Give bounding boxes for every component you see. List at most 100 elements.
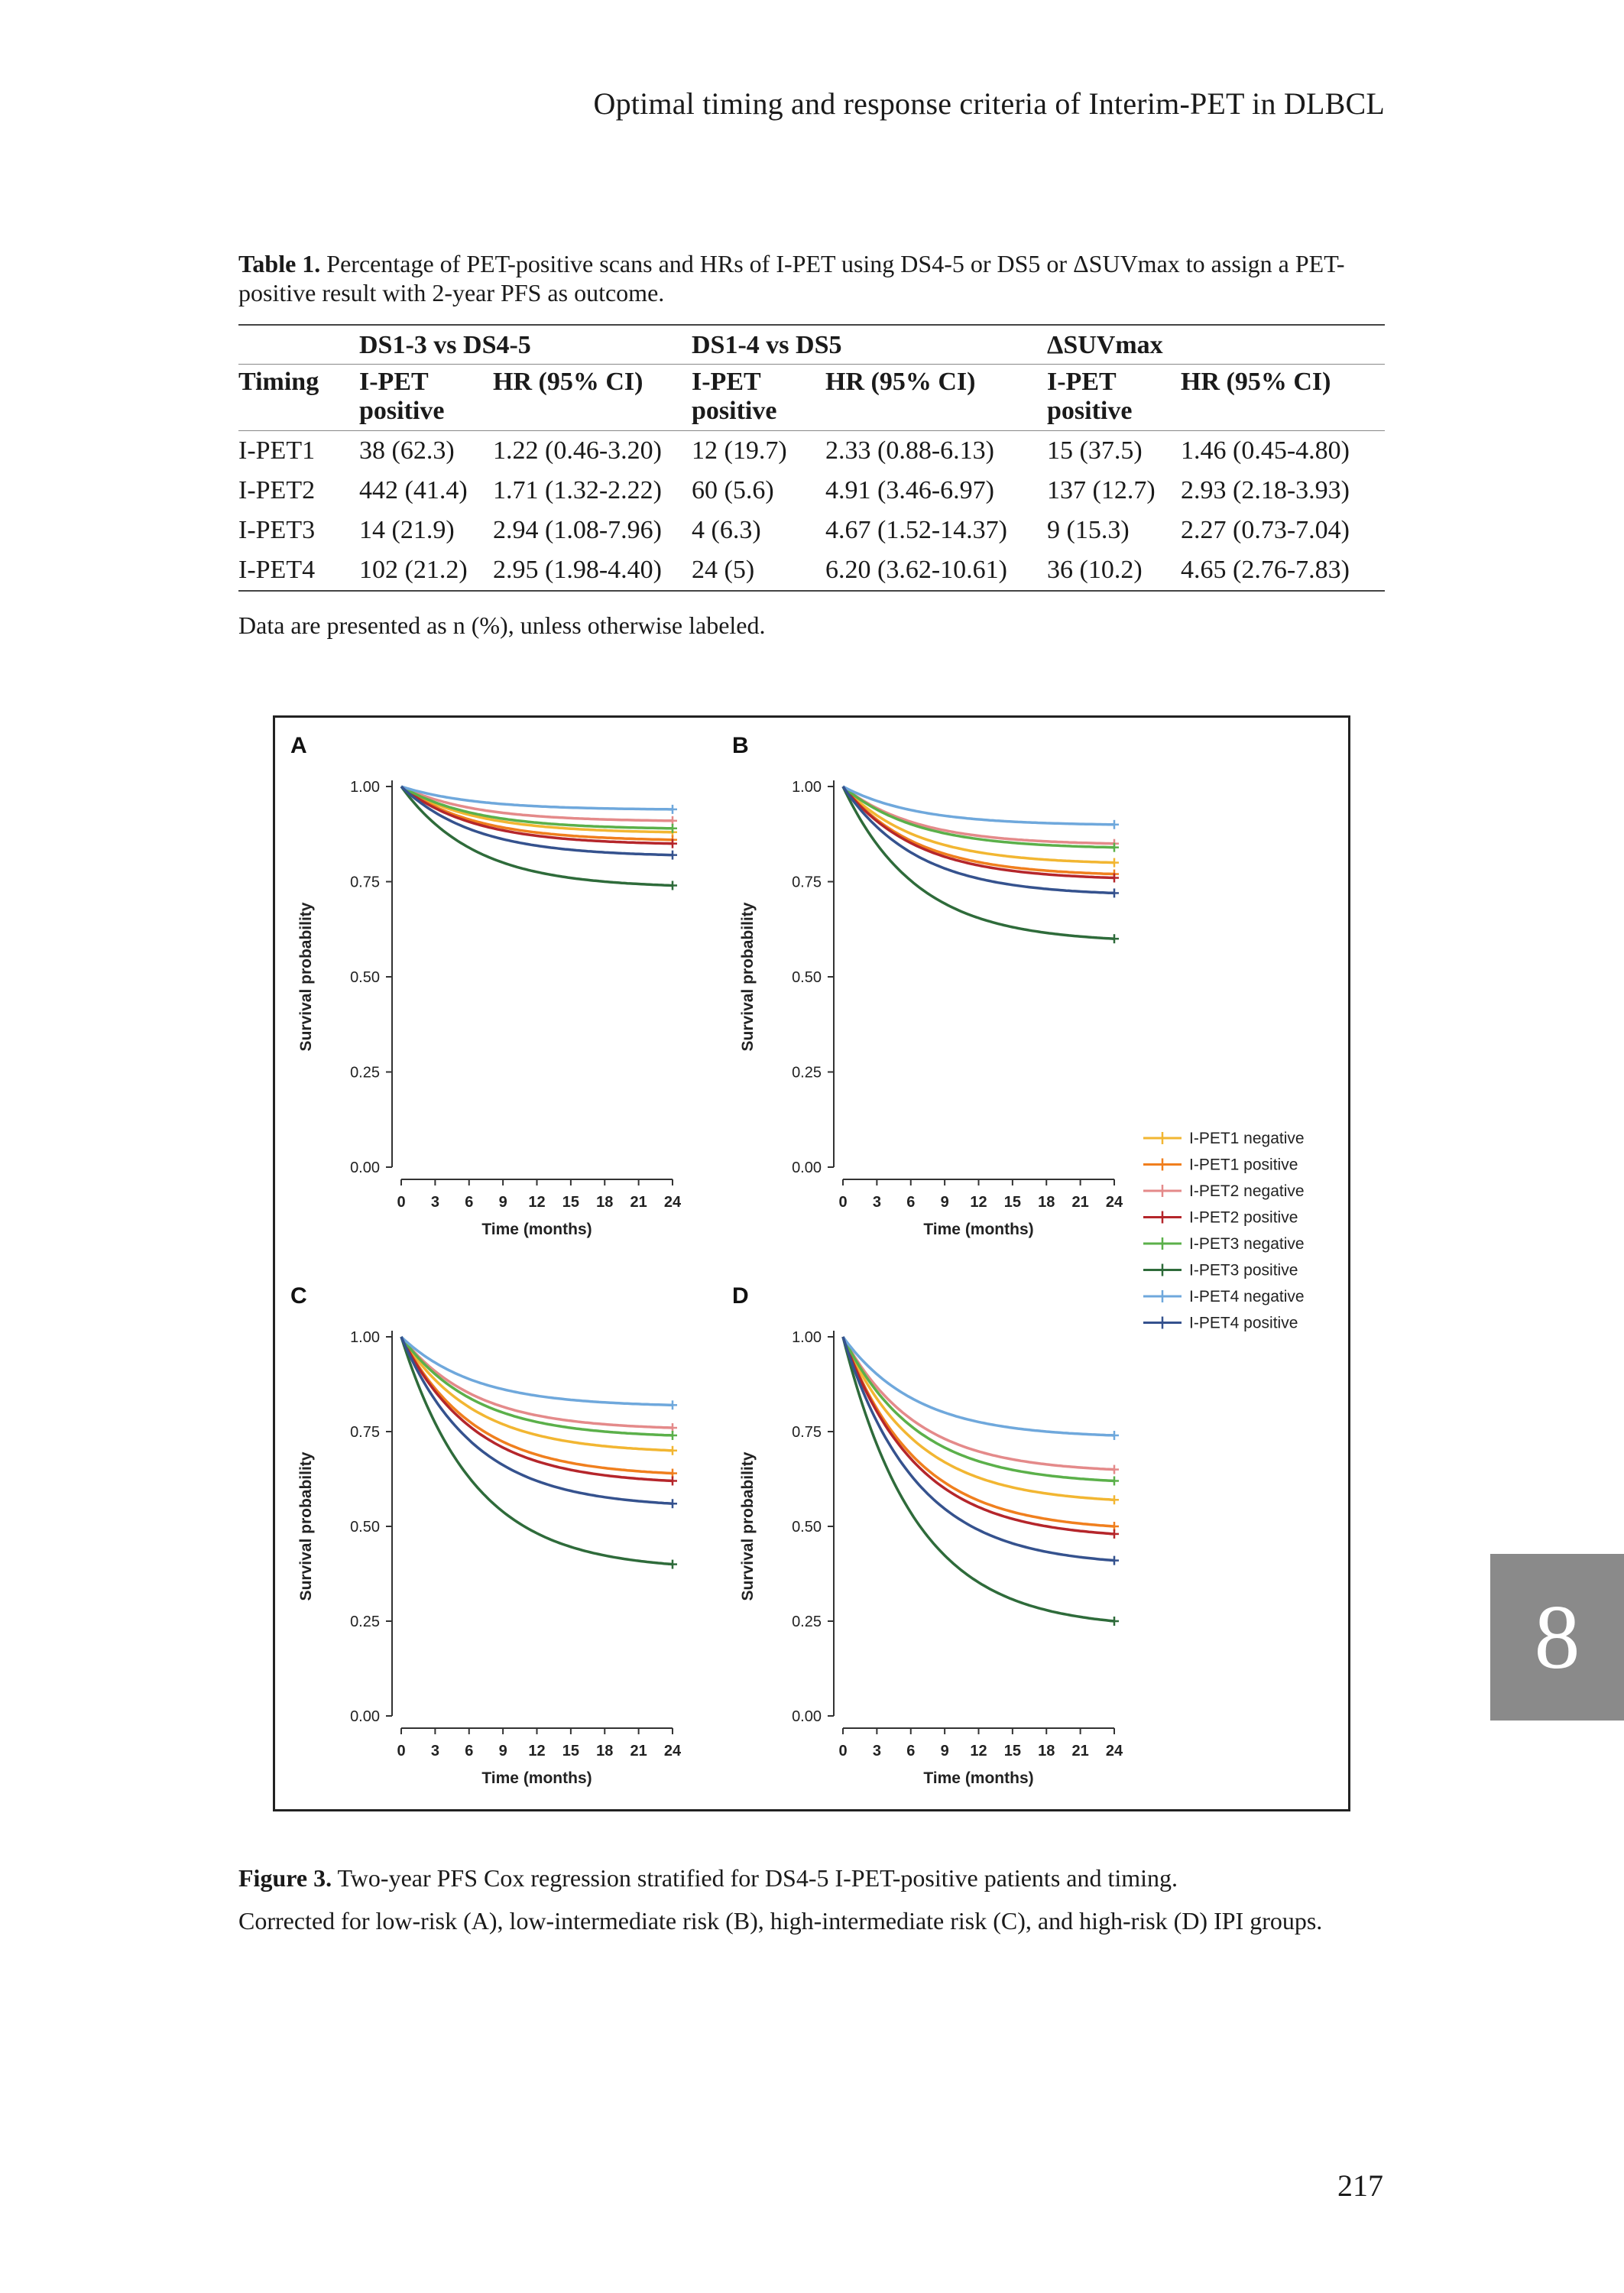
- cell-value: 1.71 (1.32-2.22): [493, 476, 662, 504]
- series-line-3: [400, 785, 673, 822]
- y-tick-label: 0.25: [350, 1065, 380, 1082]
- x-tick-label: 3: [873, 1743, 881, 1759]
- x-tick-label: 21: [1072, 1743, 1089, 1759]
- series-line-5: [400, 785, 673, 830]
- x-tick-label: 12: [970, 1194, 987, 1211]
- cell-timing: I-PET4: [238, 550, 359, 592]
- table-column-header-row: Timing I-PET positive HR (95% CI) I-PET po…: [238, 364, 1385, 431]
- cell-value: 2.33 (0.88-6.13): [825, 436, 994, 465]
- y-tick-label: 0.50: [792, 969, 822, 986]
- series-line-2: [841, 785, 1115, 876]
- x-tick-label: 24: [664, 1743, 682, 1759]
- survival-curves-chart: A 0.00 0.25 0.50 0.75 1.00 0 3 6 9 12 15 18 21 24 Time …: [290, 733, 1305, 1787]
- series-line-6: [400, 785, 673, 887]
- x-tick-label: 15: [1004, 1194, 1021, 1211]
- x-tick-label: 3: [431, 1743, 439, 1759]
- y-axis-title: Survival probability: [739, 902, 757, 1051]
- table-empty-cell: [238, 324, 359, 365]
- cell-value: 9 (15.3): [1047, 516, 1130, 544]
- x-tick-label: 18: [1038, 1194, 1055, 1211]
- cell-value: 60 (5.6): [692, 476, 774, 504]
- series-line-3: [841, 785, 1115, 845]
- x-axis-title: Time (months): [481, 1221, 592, 1238]
- cell-value: 36 (10.2): [1047, 550, 1181, 592]
- cell-value: 4.67 (1.52-14.37): [825, 516, 1007, 544]
- x-tick-label: 9: [499, 1194, 507, 1211]
- cell-value: 24 (5): [692, 550, 825, 592]
- y-tick-label: 0.00: [350, 1708, 380, 1725]
- y-tick-label: 0.50: [350, 969, 380, 986]
- cell-value: 1.46 (0.45-4.80): [1181, 436, 1350, 465]
- table-row: I-PET3 14 (21.9) 2.94 (1.08-7.96) 4 (6.3…: [238, 511, 1385, 550]
- cell-value: 6.20 (3.62-10.61): [825, 550, 1047, 592]
- y-axis-title: Survival probability: [297, 1451, 315, 1601]
- col-header-positive: positive: [1047, 397, 1133, 425]
- series-line-1: [400, 1336, 673, 1452]
- col-header-hr: HR (95% CI): [1181, 364, 1385, 431]
- series-line-5: [400, 1335, 673, 1437]
- panel-label: C: [290, 1283, 307, 1309]
- cell-timing: I-PET3: [238, 516, 316, 544]
- y-tick-label: 0.25: [792, 1065, 822, 1082]
- chapter-tab: 8: [1490, 1554, 1624, 1721]
- panel-label: D: [732, 1283, 749, 1309]
- cell-value: 14 (21.9): [359, 516, 455, 544]
- y-tick-label: 0.75: [350, 1424, 380, 1441]
- table-note: Data are presented as n (%), unless othe…: [238, 611, 766, 639]
- table-caption: Table 1. Percentage of PET-positive scan…: [238, 249, 1385, 307]
- legend-label: I-PET2 negative: [1189, 1182, 1305, 1200]
- col-header-hr: HR (95% CI): [825, 364, 1047, 431]
- legend-label: I-PET3 positive: [1189, 1262, 1298, 1279]
- series-line-7: [400, 1335, 673, 1407]
- col-header-ipet-positive: I-PET positive: [1047, 364, 1181, 431]
- y-tick-label: 1.00: [792, 1329, 822, 1346]
- series-line-8: [400, 1336, 673, 1505]
- table-caption-label: Table 1.: [238, 250, 321, 277]
- col-header-ipet-positive: I-PET positive: [359, 364, 493, 431]
- legend-label: I-PET1 positive: [1189, 1156, 1298, 1174]
- cell-timing: I-PET2: [238, 476, 316, 504]
- legend-label: I-PET1 negative: [1189, 1130, 1305, 1147]
- x-tick-label: 24: [664, 1194, 682, 1211]
- table-group-header-row: DS1-3 vs DS4-5 DS1-4 vs DS5 ΔSUVmax: [238, 324, 1385, 365]
- y-tick-label: 0.00: [792, 1708, 822, 1725]
- series-line-4: [841, 1336, 1115, 1536]
- panel-label: B: [732, 733, 749, 758]
- x-tick-label: 24: [1106, 1743, 1123, 1759]
- y-tick-label: 0.25: [792, 1614, 822, 1630]
- cell-value: 2.93 (2.18-3.93): [1181, 476, 1350, 504]
- results-table: DS1-3 vs DS4-5 DS1-4 vs DS5 ΔSUVmax Timi…: [238, 324, 1385, 592]
- series-line-5: [841, 1336, 1115, 1483]
- x-tick-label: 12: [528, 1194, 545, 1211]
- col-header-ipet: I-PET: [359, 368, 429, 396]
- legend-label: I-PET3 negative: [1189, 1235, 1305, 1253]
- figure-3: A 0.00 0.25 0.50 0.75 1.00 0 3 6 9 12 15 18 21 24 Time …: [273, 715, 1350, 1811]
- x-tick-label: 6: [465, 1194, 473, 1211]
- y-tick-label: 0.75: [792, 1424, 822, 1441]
- x-tick-label: 9: [499, 1743, 507, 1759]
- x-tick-label: 18: [596, 1194, 613, 1211]
- y-axis-title: Survival probability: [297, 902, 315, 1051]
- y-tick-label: 0.25: [350, 1614, 380, 1630]
- x-tick-label: 12: [528, 1743, 545, 1759]
- group-header-dsuvmax: ΔSUVmax: [1047, 324, 1385, 365]
- legend-label: I-PET2 positive: [1189, 1209, 1298, 1227]
- table-caption-text: Percentage of PET-positive scans and HRs…: [238, 250, 1345, 306]
- figure-caption-detail: Corrected for low-risk (A), low-intermed…: [238, 1907, 1323, 1935]
- cell-value: 2.27 (0.73-7.04): [1181, 516, 1350, 544]
- y-tick-label: 0.50: [792, 1519, 822, 1536]
- series-line-4: [400, 785, 673, 845]
- series-line-1: [400, 785, 673, 834]
- group-header-ds45: DS1-3 vs DS4-5: [359, 324, 692, 365]
- x-tick-label: 0: [838, 1194, 847, 1211]
- cell-value: 4.91 (3.46-6.97): [825, 476, 994, 504]
- col-header-positive: positive: [692, 397, 777, 425]
- cell-value: 2.94 (1.08-7.96): [493, 516, 662, 544]
- col-header-timing: Timing: [238, 364, 359, 431]
- y-tick-label: 0.00: [350, 1159, 380, 1176]
- legend-label: I-PET4 positive: [1189, 1315, 1298, 1332]
- cell-value: 38 (62.3): [359, 436, 455, 465]
- y-tick-label: 1.00: [350, 779, 380, 796]
- x-tick-label: 0: [397, 1194, 405, 1211]
- cell-value: 4 (6.3): [692, 516, 761, 544]
